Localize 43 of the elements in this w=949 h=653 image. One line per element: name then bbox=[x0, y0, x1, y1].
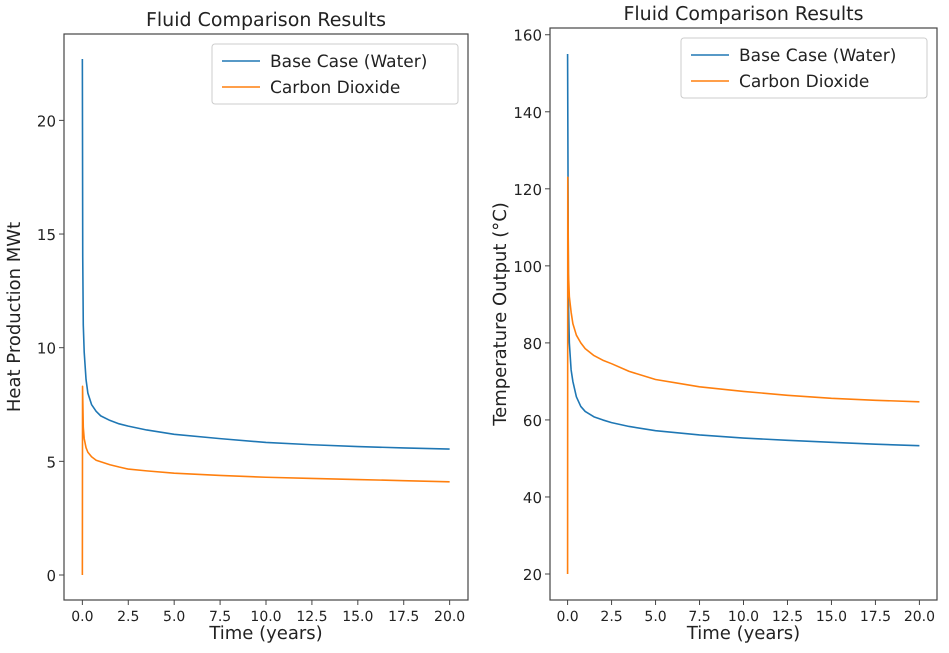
x-tick-label: 0.0 bbox=[71, 609, 94, 625]
legend-label: Carbon Dioxide bbox=[270, 78, 400, 98]
line-series bbox=[82, 386, 450, 576]
legend-label: Base Case (Water) bbox=[270, 52, 428, 72]
x-tick-label: 12.5 bbox=[772, 609, 804, 625]
y-tick-label: 100 bbox=[513, 258, 542, 276]
x-axis-title: Time (years) bbox=[686, 623, 800, 644]
y-tick-label: 0 bbox=[46, 566, 56, 585]
x-tick-label: 15.0 bbox=[816, 609, 848, 625]
x-tick-label: 5.0 bbox=[163, 609, 186, 625]
x-tick-label: 20.0 bbox=[904, 609, 935, 625]
x-tick-label: 2.5 bbox=[600, 609, 623, 625]
x-tick-label: 2.5 bbox=[117, 609, 140, 625]
legend-label: Base Case (Water) bbox=[739, 46, 896, 66]
x-tick-label: 5.0 bbox=[644, 609, 667, 625]
x-tick-label: 7.5 bbox=[688, 609, 711, 625]
x-tick-label: 20.0 bbox=[434, 609, 466, 625]
line-series bbox=[566, 176, 920, 575]
y-tick-label: 40 bbox=[522, 488, 542, 507]
y-tick-label: 120 bbox=[513, 180, 542, 199]
x-tick-label: 17.5 bbox=[860, 609, 892, 625]
y-tick-label: 160 bbox=[513, 26, 542, 45]
x-tick-label: 7.5 bbox=[208, 609, 232, 625]
chart-title: Fluid Comparison Results bbox=[146, 9, 386, 31]
y-tick-label: 15 bbox=[36, 226, 56, 244]
chart-title: Fluid Comparison Results bbox=[623, 3, 864, 25]
y-tick-label: 140 bbox=[513, 104, 542, 122]
x-tick-label: 17.5 bbox=[388, 609, 420, 625]
x-tick-label: 15.0 bbox=[342, 609, 374, 625]
y-tick-label: 20 bbox=[36, 112, 56, 130]
y-tick-label: 80 bbox=[522, 334, 542, 353]
x-tick-label: 12.5 bbox=[296, 609, 328, 625]
y-axis-title: Heat Production MWt bbox=[4, 222, 25, 412]
y-tick-label: 60 bbox=[522, 412, 542, 430]
y-tick-label: 10 bbox=[36, 340, 56, 358]
x-axis-title: Time (years) bbox=[208, 623, 323, 644]
x-tick-label: 0.0 bbox=[556, 609, 579, 625]
x-tick-label: 10.0 bbox=[728, 609, 760, 625]
x-tick-label: 10.0 bbox=[250, 609, 282, 625]
y-tick-label: 5 bbox=[46, 453, 56, 472]
legend-label: Carbon Dioxide bbox=[739, 72, 870, 92]
y-tick-label: 20 bbox=[522, 566, 542, 584]
y-axis-title: Temperature Output (°C) bbox=[490, 202, 511, 427]
